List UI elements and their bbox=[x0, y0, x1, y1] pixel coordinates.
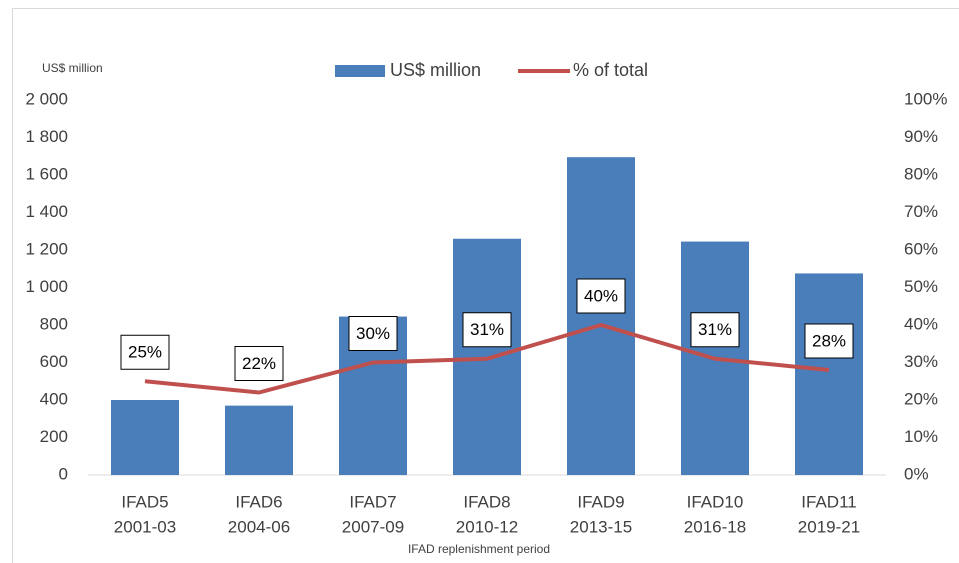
data-label-box bbox=[804, 323, 854, 359]
y-tick-label: 2 000 bbox=[25, 89, 68, 108]
y2-tick-label: 80% bbox=[904, 164, 938, 183]
y-tick-label: 1 000 bbox=[25, 277, 68, 296]
legend-label: % of total bbox=[573, 60, 648, 80]
bar bbox=[567, 157, 635, 475]
x-tick-label: 2016-18 bbox=[684, 517, 746, 536]
line bbox=[144, 323, 830, 395]
y2-tick-label: 40% bbox=[904, 314, 938, 333]
bar bbox=[225, 405, 293, 475]
y2-tick-label: 10% bbox=[904, 427, 938, 446]
y2-tick-label: 100% bbox=[904, 89, 947, 108]
data-label-box bbox=[690, 312, 740, 348]
x-tick-label: IFAD11 bbox=[801, 492, 856, 511]
data-label: 31% bbox=[470, 320, 504, 339]
y2-tick-label: 0% bbox=[904, 464, 929, 483]
y-tick-label: 400 bbox=[40, 389, 68, 408]
data-label: 31% bbox=[698, 320, 732, 339]
y-tick-label: 800 bbox=[40, 314, 68, 333]
data-label-box bbox=[576, 278, 626, 314]
y2-tick-label: 60% bbox=[904, 239, 938, 258]
data-label: 25% bbox=[128, 343, 162, 362]
y2-tick-label: 70% bbox=[904, 202, 938, 221]
x-tick-label: IFAD7 bbox=[349, 492, 396, 511]
x-tick-label: 2004-06 bbox=[228, 517, 290, 536]
y-tick-label: 1 800 bbox=[25, 127, 68, 146]
data-label: 22% bbox=[242, 354, 276, 373]
legend-swatch bbox=[335, 65, 385, 77]
y2-tick-label: 50% bbox=[904, 277, 938, 296]
x-tick-label: 2013-15 bbox=[570, 517, 632, 536]
data-label-box bbox=[120, 334, 170, 370]
x-tick-label: IFAD6 bbox=[235, 492, 282, 511]
y2-tick-label: 20% bbox=[904, 389, 938, 408]
y-tick-label: 0 bbox=[59, 464, 68, 483]
data-label-box bbox=[234, 346, 284, 381]
x-tick-label: 2010-12 bbox=[456, 517, 518, 536]
y-tick-label: 1 400 bbox=[25, 202, 68, 221]
x-tick-label: 2001-03 bbox=[114, 517, 176, 536]
legend-label: US$ million bbox=[390, 60, 481, 80]
x-tick-label: IFAD8 bbox=[463, 492, 510, 511]
y2-tick-label: 90% bbox=[904, 127, 938, 146]
y-axis-label: US$ million bbox=[42, 61, 103, 75]
y-tick-label: 1 200 bbox=[25, 239, 68, 258]
y-tick-label: 200 bbox=[40, 427, 68, 446]
x-tick-label: IFAD9 bbox=[577, 492, 624, 511]
bar bbox=[795, 273, 863, 475]
x-axis-label: IFAD replenishment period bbox=[408, 542, 550, 556]
data-label-box bbox=[462, 312, 512, 348]
y-tick-label: 1 600 bbox=[25, 164, 68, 183]
data-label-box bbox=[348, 316, 398, 351]
x-tick-label: 2019-21 bbox=[798, 517, 860, 536]
data-label: 30% bbox=[356, 324, 390, 343]
data-label: 28% bbox=[812, 331, 846, 350]
x-tick-label: IFAD5 bbox=[121, 492, 168, 511]
y2-tick-label: 30% bbox=[904, 352, 938, 371]
x-tick-label: 2007-09 bbox=[342, 517, 404, 536]
bar bbox=[111, 400, 179, 475]
x-tick-label: IFAD10 bbox=[687, 492, 744, 511]
y-tick-label: 600 bbox=[40, 352, 68, 371]
data-label: 40% bbox=[584, 286, 618, 305]
